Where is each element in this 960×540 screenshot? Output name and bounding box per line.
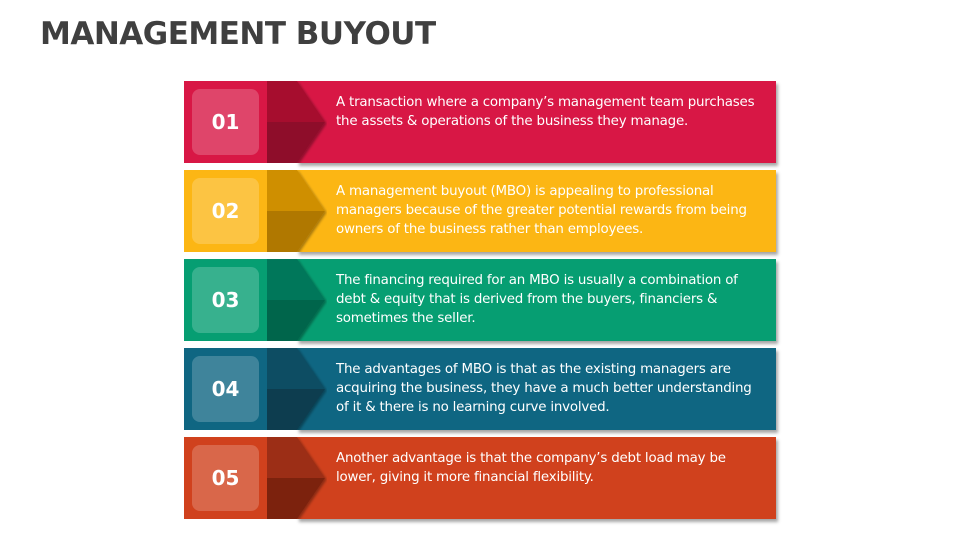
list-item-4: 04 The advantages of MBO is that as the … (184, 348, 780, 430)
number-badge: 01 (192, 89, 259, 155)
number-badge: 03 (192, 267, 259, 333)
text-panel (297, 348, 776, 430)
list-item-2: 02 A management buyout (MBO) is appealin… (184, 170, 780, 252)
text-panel (297, 437, 776, 519)
text-panel (297, 259, 776, 341)
slide-title: MANAGEMENT BUYOUT (40, 16, 436, 52)
text-panel (297, 81, 776, 163)
number-block: 03 (184, 259, 267, 341)
item-description: Another advantage is that the company’s … (336, 451, 726, 485)
list-item-1: 01 A transaction where a company’s manag… (184, 81, 780, 163)
chevron-arrow-icon (267, 259, 327, 341)
number-block: 01 (184, 81, 267, 163)
item-description: The advantages of MBO is that as the exi… (336, 362, 752, 415)
number-badge: 05 (192, 445, 259, 511)
chevron-arrow-icon (267, 170, 327, 252)
number-block: 02 (184, 170, 267, 252)
number-block: 05 (184, 437, 267, 519)
item-description: The financing required for an MBO is usu… (336, 273, 738, 326)
number-block: 04 (184, 348, 267, 430)
list-item-5: 05 Another advantage is that the company… (184, 437, 780, 519)
item-description: A management buyout (MBO) is appealing t… (336, 184, 747, 237)
number-badge: 04 (192, 356, 259, 422)
number-badge: 02 (192, 178, 259, 244)
text-panel (297, 170, 776, 252)
chevron-arrow-icon (267, 437, 327, 519)
item-description: A transaction where a company’s manageme… (336, 95, 755, 129)
list-item-3: 03 The financing required for an MBO is … (184, 259, 780, 341)
chevron-arrow-icon (267, 81, 327, 163)
chevron-arrow-icon (267, 348, 327, 430)
